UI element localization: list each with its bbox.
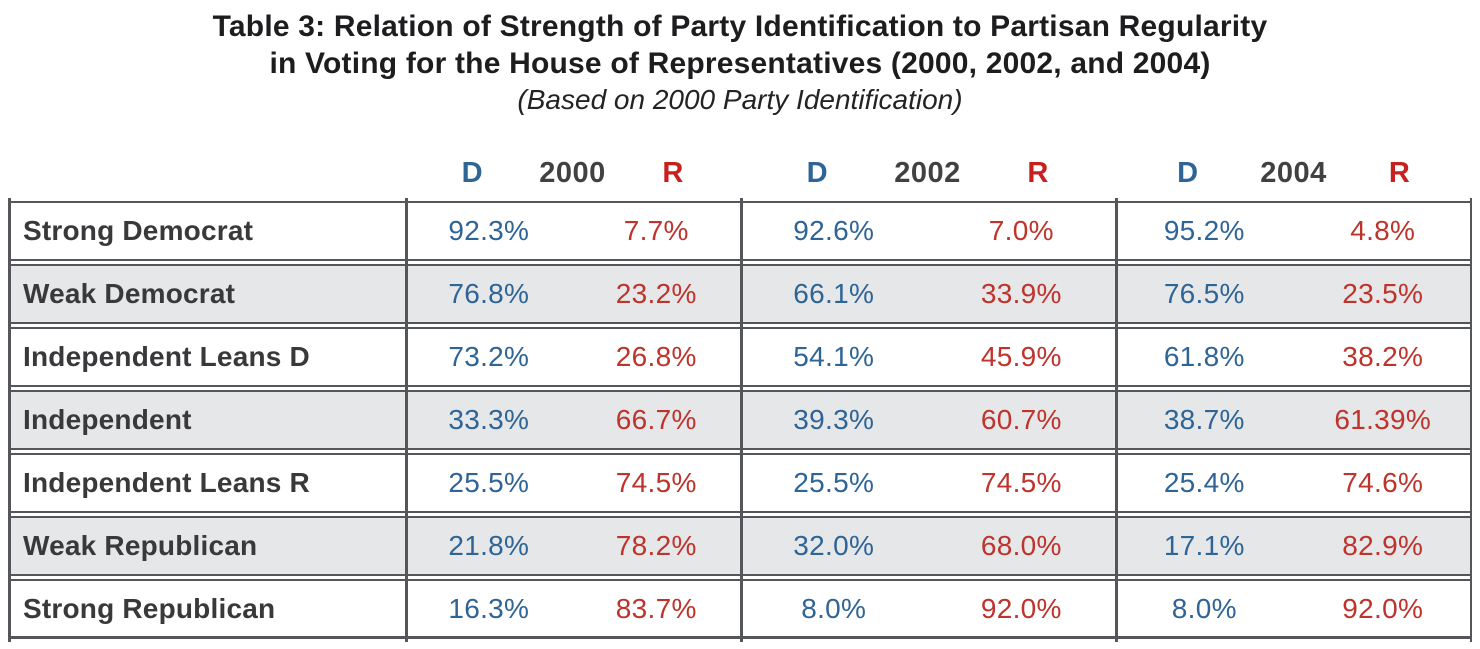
data-cell: 23.5% [1293, 264, 1472, 324]
data-cell: 32.0% [739, 516, 928, 576]
data-cell: 23.2% [572, 264, 740, 324]
data-cell: 16.3% [405, 579, 573, 639]
figure-title-line1: Table 3: Relation of Strength of Party I… [212, 10, 1268, 43]
data-cell: 66.7% [572, 390, 740, 450]
data-cell: 92.3% [405, 201, 573, 261]
year-label-2000: 2000 [539, 157, 606, 189]
data-cell: 17.1% [1115, 516, 1294, 576]
republican-column-header: R [1027, 157, 1049, 189]
row-label: Strong Democrat [8, 201, 406, 261]
row-label: Independent Leans D [8, 327, 406, 387]
data-cell: 7.7% [572, 201, 740, 261]
data-cell: 33.9% [927, 264, 1116, 324]
column-group-2004: D 2004 R [1115, 157, 1472, 198]
data-cell: 61.8% [1115, 327, 1294, 387]
data-cell: 76.8% [405, 264, 573, 324]
data-cell: 38.2% [1293, 327, 1472, 387]
data-cell: 8.0% [739, 579, 928, 639]
column-group-2000: D 2000 R [405, 157, 740, 198]
data-cell: 8.0% [1115, 579, 1294, 639]
data-cell: 76.5% [1115, 264, 1294, 324]
data-cell: 25.4% [1115, 453, 1294, 513]
row-label: Strong Republican [8, 579, 406, 639]
data-cell: 83.7% [572, 579, 740, 639]
data-cell: 54.1% [739, 327, 928, 387]
data-cell: 60.7% [927, 390, 1116, 450]
data-cell: 73.2% [405, 327, 573, 387]
data-cell: 74.5% [572, 453, 740, 513]
data-cell: 92.0% [927, 579, 1116, 639]
figure-title-block: Table 3: Relation of Strength of Party I… [0, 0, 1480, 118]
figure-title-line2: in Voting for the House of Representativ… [269, 47, 1211, 80]
data-cell: 38.7% [1115, 390, 1294, 450]
republican-column-header: R [662, 157, 684, 189]
data-cell: 68.0% [927, 516, 1116, 576]
row-label: Independent [8, 390, 406, 450]
data-cell: 39.3% [739, 390, 928, 450]
data-cell: 78.2% [572, 516, 740, 576]
row-label: Weak Republican [8, 516, 406, 576]
data-cell: 25.5% [739, 453, 928, 513]
data-cell: 95.2% [1115, 201, 1294, 261]
column-header-row: D 2000 R D 2002 R D 2004 R [8, 118, 1472, 198]
data-cell: 25.5% [405, 453, 573, 513]
data-cell: 92.6% [739, 201, 928, 261]
data-table-wrapper: Strong Democrat 92.3% 7.7% 92.6% 7.0% 95… [8, 198, 1472, 642]
party-id-table: Strong Democrat 92.3% 7.7% 92.6% 7.0% 95… [8, 198, 1472, 642]
table-row: Strong Democrat 92.3% 7.7% 92.6% 7.0% 95… [8, 201, 1472, 261]
table-row: Weak Democrat 76.8% 23.2% 66.1% 33.9% 76… [8, 264, 1472, 324]
row-label: Weak Democrat [8, 264, 406, 324]
data-cell: 74.6% [1293, 453, 1472, 513]
table-row: Weak Republican 21.8% 78.2% 32.0% 68.0% … [8, 516, 1472, 576]
republican-column-header: R [1388, 157, 1410, 189]
data-cell: 82.9% [1293, 516, 1472, 576]
table-row: Independent 33.3% 66.7% 39.3% 60.7% 38.7… [8, 390, 1472, 450]
data-cell: 4.8% [1293, 201, 1472, 261]
data-cell: 45.9% [927, 327, 1116, 387]
democrat-column-header: D [806, 157, 828, 189]
democrat-column-header: D [1177, 157, 1199, 189]
data-cell: 61.39% [1293, 390, 1472, 450]
democrat-column-header: D [461, 157, 483, 189]
table-row: Strong Republican 16.3% 83.7% 8.0% 92.0%… [8, 579, 1472, 639]
data-cell: 33.3% [405, 390, 573, 450]
figure-subtitle: (Based on 2000 Party Identification) [517, 84, 963, 115]
table-row: Independent Leans R 25.5% 74.5% 25.5% 74… [8, 453, 1472, 513]
data-cell: 21.8% [405, 516, 573, 576]
data-cell: 92.0% [1293, 579, 1472, 639]
data-cell: 7.0% [927, 201, 1116, 261]
year-label-2004: 2004 [1260, 157, 1327, 189]
column-group-2002: D 2002 R [740, 157, 1115, 198]
year-label-2002: 2002 [894, 157, 961, 189]
row-label: Independent Leans R [8, 453, 406, 513]
data-cell: 66.1% [739, 264, 928, 324]
data-cell: 74.5% [927, 453, 1116, 513]
data-cell: 26.8% [572, 327, 740, 387]
table-row: Independent Leans D 73.2% 26.8% 54.1% 45… [8, 327, 1472, 387]
